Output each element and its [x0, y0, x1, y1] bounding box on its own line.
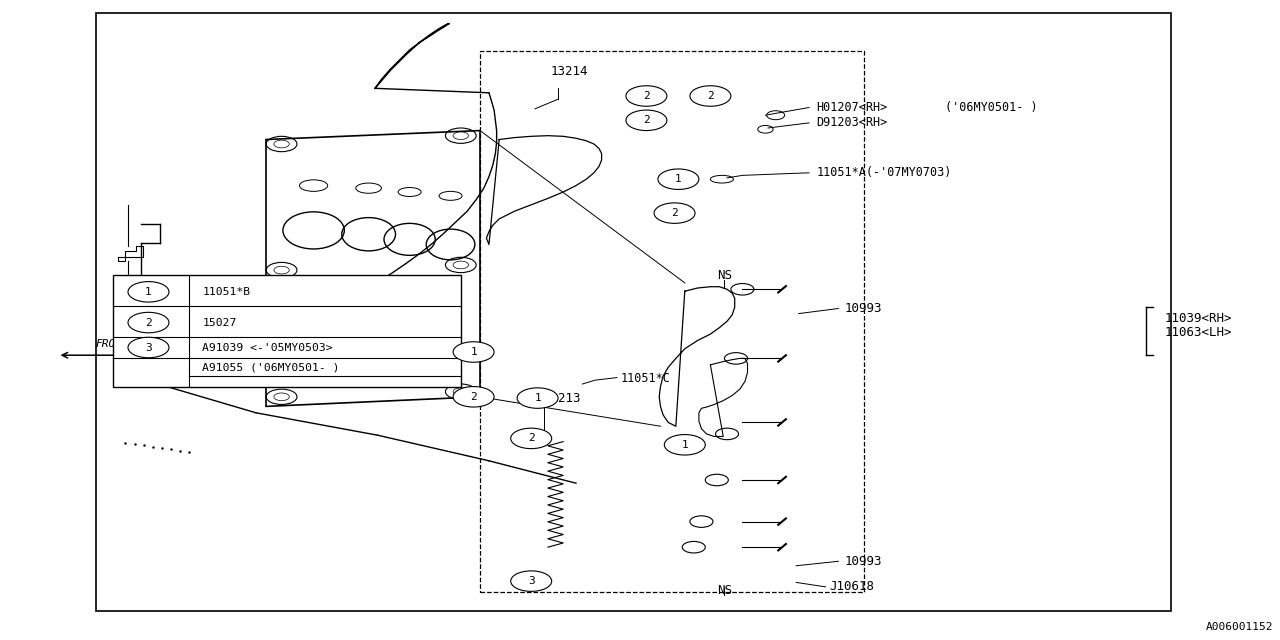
Text: 11051*A(-'07MY0703): 11051*A(-'07MY0703)	[817, 166, 952, 179]
Text: A006001152: A006001152	[1206, 622, 1274, 632]
Text: 3: 3	[527, 576, 535, 586]
Text: 11063<LH>: 11063<LH>	[1165, 326, 1233, 339]
Text: NS: NS	[717, 584, 732, 597]
Circle shape	[664, 435, 705, 455]
Circle shape	[453, 387, 494, 407]
Text: ('06MY0501- ): ('06MY0501- )	[945, 101, 1037, 114]
Text: 1: 1	[681, 440, 689, 450]
Text: J10618: J10618	[829, 580, 874, 593]
Text: 1: 1	[675, 174, 682, 184]
Circle shape	[453, 342, 494, 362]
Text: 2: 2	[671, 208, 678, 218]
Text: 13214: 13214	[550, 65, 588, 78]
Circle shape	[517, 388, 558, 408]
Text: 11051*B: 11051*B	[202, 287, 251, 297]
Circle shape	[128, 312, 169, 333]
Text: 1: 1	[534, 393, 541, 403]
Bar	[480, 51, 864, 592]
Text: 15027: 15027	[202, 317, 237, 328]
Text: FRONT: FRONT	[96, 339, 129, 349]
Circle shape	[626, 86, 667, 106]
Circle shape	[690, 86, 731, 106]
Text: 2: 2	[470, 392, 477, 402]
Circle shape	[626, 110, 667, 131]
Circle shape	[128, 337, 169, 358]
Text: D91203<RH>: D91203<RH>	[817, 116, 888, 129]
Text: A91039 <-'05MY0503>: A91039 <-'05MY0503>	[202, 342, 333, 353]
Text: 3: 3	[145, 342, 152, 353]
Circle shape	[511, 428, 552, 449]
Circle shape	[128, 282, 169, 302]
Text: 13213: 13213	[544, 392, 581, 404]
Text: A91055 ('06MY0501- ): A91055 ('06MY0501- )	[202, 363, 339, 373]
Text: 11051*C: 11051*C	[621, 372, 671, 385]
Text: 2: 2	[707, 91, 714, 101]
Text: 10993: 10993	[845, 555, 882, 568]
Circle shape	[511, 571, 552, 591]
Circle shape	[654, 203, 695, 223]
Bar	[96, 13, 1171, 611]
Text: 2: 2	[643, 115, 650, 125]
Text: NS: NS	[717, 269, 732, 282]
Text: 2: 2	[145, 317, 152, 328]
Circle shape	[658, 169, 699, 189]
Text: 1: 1	[145, 287, 152, 297]
Text: 2: 2	[643, 91, 650, 101]
Text: 2: 2	[527, 433, 535, 444]
Text: H01207<RH>: H01207<RH>	[817, 101, 888, 114]
Text: 11039<RH>: 11039<RH>	[1165, 312, 1233, 324]
Text: 10993: 10993	[845, 302, 882, 315]
Text: 1: 1	[470, 347, 477, 357]
Bar	[113, 275, 461, 387]
